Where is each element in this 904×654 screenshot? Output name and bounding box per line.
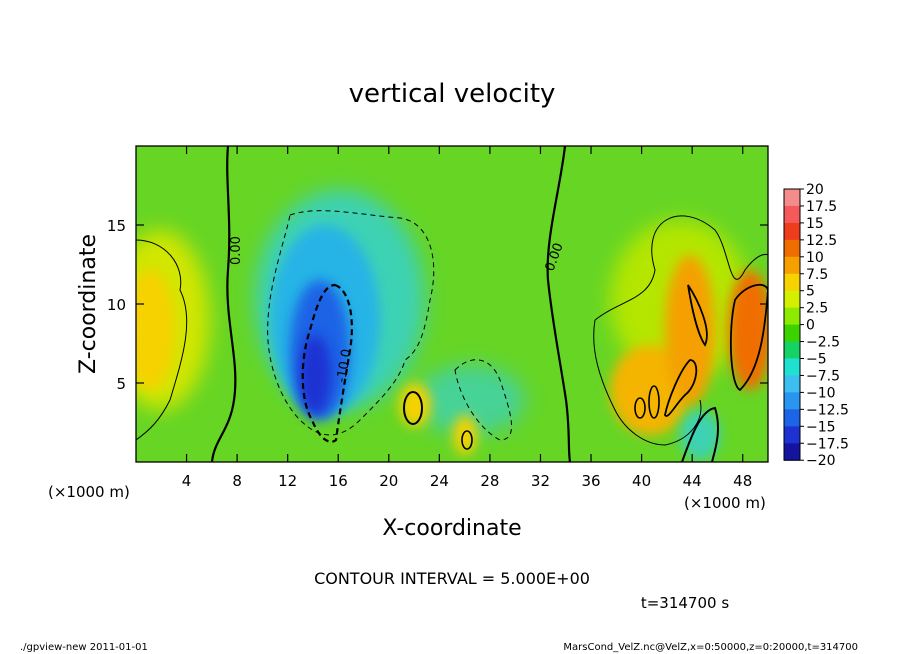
y-tick-label: 10 — [107, 296, 126, 314]
colorbar-label: −5 — [806, 352, 827, 368]
colorbar-label: 15 — [806, 216, 824, 232]
x-tick-label: 36 — [581, 472, 600, 490]
x-tick-label: 16 — [329, 472, 348, 490]
y-axis: 5 10 15 — [107, 217, 768, 393]
colorbar: 2017.51512.5107.552.50−2.5−5−7.5−10−12.5… — [783, 182, 849, 469]
colorbar-label: 7.5 — [806, 267, 828, 283]
x-tick-label: 40 — [632, 472, 651, 490]
y-tick-label: 15 — [107, 217, 126, 235]
colorbar-label: 20 — [806, 182, 824, 198]
colorbar-label: 0 — [806, 318, 815, 334]
x-tick-label: 24 — [430, 472, 449, 490]
colorbar-swatch — [784, 324, 800, 343]
field-shading — [136, 146, 768, 462]
chart-title: vertical velocity — [349, 79, 556, 109]
time-label: t=314700 s — [641, 594, 729, 612]
x-tick-label: 48 — [733, 472, 752, 490]
x-tick-label: 44 — [683, 472, 702, 490]
colorbar-swatch — [784, 239, 800, 258]
contour-interval-text: CONTOUR INTERVAL = 5.000E+00 — [314, 569, 590, 588]
colorbar-label: −15 — [806, 419, 836, 435]
x-tick-label: 28 — [480, 472, 499, 490]
colorbar-swatch — [784, 256, 800, 275]
plot-area: 0.00 0.00 -10.0 — [135, 145, 769, 463]
x-tick-label: 4 — [182, 472, 192, 490]
colorbar-label: 17.5 — [806, 199, 837, 215]
colorbar-label: −20 — [806, 453, 836, 469]
colorbar-label: −10 — [806, 385, 836, 401]
x-unit-right: (×1000 m) — [684, 494, 766, 512]
colorbar-swatch — [784, 358, 800, 376]
contour-label-3: -10.0 — [334, 348, 355, 384]
x-tick-label: 32 — [531, 472, 550, 490]
x-unit-left: (×1000 m) — [48, 483, 130, 501]
y-tick-label: 5 — [116, 375, 126, 393]
footer-left: ./gpview-new 2011-01-01 — [20, 642, 148, 653]
colorbar-swatch — [784, 307, 800, 326]
colorbar-swatch — [784, 443, 800, 461]
colorbar-swatch — [784, 273, 800, 292]
x-tick-label: 20 — [379, 472, 398, 490]
colorbar-swatch — [784, 409, 800, 427]
colorbar-label: 2.5 — [806, 301, 828, 317]
colorbar-label: −2.5 — [806, 335, 840, 351]
x-tick-label: 12 — [278, 472, 297, 490]
contour-lines — [136, 146, 768, 462]
x-tick-label: 8 — [232, 472, 242, 490]
colorbar-label: −17.5 — [806, 436, 849, 452]
colorbar-label: 10 — [806, 250, 824, 266]
colorbar-swatch — [784, 205, 800, 224]
colorbar-swatch — [784, 189, 800, 207]
x-axis: 4 8 12 16 20 24 28 32 36 40 44 48 — [182, 146, 752, 490]
footer-right: MarsCond_VelZ.nc@VelZ,x=0:50000,z=0:2000… — [563, 642, 858, 653]
colorbar-label: 5 — [806, 284, 815, 300]
colorbar-label: −12.5 — [806, 402, 849, 418]
colorbar-swatch — [784, 222, 800, 241]
colorbar-swatch — [784, 290, 800, 309]
colorbar-swatch — [784, 426, 800, 444]
y-axis-label: Z-coordinate — [76, 234, 101, 374]
colorbar-label: −7.5 — [806, 368, 840, 384]
contour-label-1: 0.00 — [229, 236, 244, 265]
colorbar-swatch — [784, 375, 800, 393]
colorbar-swatch — [784, 341, 800, 359]
x-axis-label: X-coordinate — [382, 516, 521, 541]
colorbar-label: 12.5 — [806, 233, 837, 249]
colorbar-swatch — [784, 392, 800, 410]
